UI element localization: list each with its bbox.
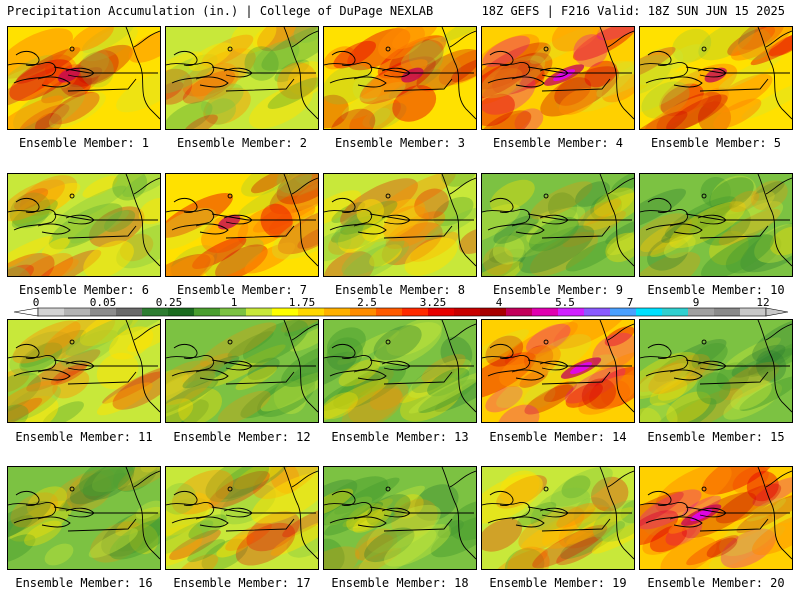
ensemble-member-label: Ensemble Member: 9 (492, 283, 624, 297)
ensemble-map-18 (323, 466, 477, 570)
ensemble-map-8 (323, 173, 477, 277)
ensemble-map-11 (7, 319, 161, 423)
ensemble-member-label: Ensemble Member: 12 (173, 430, 311, 444)
ensemble-member-label: Ensemble Member: 5 (650, 136, 782, 150)
colorbar-swatch (38, 308, 65, 316)
ensemble-map-3 (323, 26, 477, 130)
ensemble-member-label: Ensemble Member: 17 (173, 576, 311, 590)
colorbar-swatch (168, 308, 195, 316)
ensemble-member-label: Ensemble Member: 20 (647, 576, 785, 590)
colorbar-swatch (350, 308, 377, 316)
ensemble-map-4 (481, 26, 635, 130)
colorbar-tick-label: 0 (32, 296, 40, 309)
ensemble-map-9 (481, 173, 635, 277)
colorbar-swatch (506, 308, 533, 316)
colorbar-swatch (90, 308, 117, 316)
colorbar-tick-label: 1.75 (288, 296, 316, 309)
chart-title: Precipitation Accumulation (in.) | Colle… (7, 4, 434, 18)
colorbar-swatch (610, 308, 637, 316)
ensemble-map-2 (165, 26, 319, 130)
ensemble-member-label: Ensemble Member: 4 (492, 136, 624, 150)
colorbar-swatch (194, 308, 221, 316)
colorbar-tick-label: 0.25 (155, 296, 183, 309)
ensemble-member-label: Ensemble Member: 19 (489, 576, 627, 590)
colorbar-swatch (220, 308, 247, 316)
ensemble-member-label: Ensemble Member: 11 (15, 430, 153, 444)
colorbar-swatch (246, 308, 273, 316)
ensemble-map-5 (639, 26, 793, 130)
ensemble-member-label: Ensemble Member: 18 (331, 576, 469, 590)
colorbar-tick-label: 12 (756, 296, 770, 309)
colorbar-swatch (558, 308, 585, 316)
colorbar-tick-label: 0.05 (89, 296, 117, 309)
ensemble-member-label: Ensemble Member: 14 (489, 430, 627, 444)
colorbar-swatch (428, 308, 455, 316)
ensemble-member-label: Ensemble Member: 8 (334, 283, 466, 297)
colorbar-swatch (636, 308, 663, 316)
ensemble-member-label: Ensemble Member: 3 (334, 136, 466, 150)
ensemble-map-20 (639, 466, 793, 570)
colorbar-tick-label: 2.5 (357, 296, 377, 309)
ensemble-map-10 (639, 173, 793, 277)
colorbar-swatch (662, 308, 689, 316)
colorbar-swatch (272, 308, 299, 316)
colorbar-swatch (298, 308, 325, 316)
colorbar-tick-label: 1 (230, 296, 238, 309)
ensemble-map-19 (481, 466, 635, 570)
colorbar-swatch (64, 308, 91, 316)
colorbar-tick-label: 5.5 (555, 296, 575, 309)
ensemble-map-17 (165, 466, 319, 570)
colorbar-swatch (324, 308, 351, 316)
ensemble-member-label: Ensemble Member: 16 (15, 576, 153, 590)
ensemble-member-label: Ensemble Member: 1 (18, 136, 150, 150)
ensemble-member-label: Ensemble Member: 7 (176, 283, 308, 297)
colorbar-tick-label: 4 (495, 296, 503, 309)
colorbar-swatch (532, 308, 559, 316)
ensemble-map-12 (165, 319, 319, 423)
colorbar-tick-label: 7 (626, 296, 634, 309)
ensemble-member-label: Ensemble Member: 6 (18, 283, 150, 297)
ensemble-map-16 (7, 466, 161, 570)
ensemble-map-6 (7, 173, 161, 277)
colorbar-swatch (454, 308, 481, 316)
run-valid-time: 18Z GEFS | F216 Valid: 18Z SUN JUN 15 20… (481, 4, 785, 18)
colorbar-swatch (480, 308, 507, 316)
ensemble-member-label: Ensemble Member: 15 (647, 430, 785, 444)
ensemble-map-14 (481, 319, 635, 423)
colorbar-swatch (714, 308, 741, 316)
ensemble-member-label: Ensemble Member: 13 (331, 430, 469, 444)
colorbar-swatch (402, 308, 429, 316)
colorbar-swatch (688, 308, 715, 316)
colorbar-tick-label: 9 (692, 296, 700, 309)
ensemble-map-13 (323, 319, 477, 423)
ensemble-member-label: Ensemble Member: 10 (647, 283, 785, 297)
ensemble-map-7 (165, 173, 319, 277)
ensemble-member-label: Ensemble Member: 2 (176, 136, 308, 150)
precip-colorbar (13, 307, 789, 317)
ensemble-map-15 (639, 319, 793, 423)
colorbar-swatch (142, 308, 169, 316)
colorbar-swatch (740, 308, 767, 316)
ensemble-map-1 (7, 26, 161, 130)
colorbar-swatch (584, 308, 611, 316)
colorbar-swatch (116, 308, 143, 316)
colorbar-swatch (376, 308, 403, 316)
colorbar-tick-label: 3.25 (419, 296, 447, 309)
